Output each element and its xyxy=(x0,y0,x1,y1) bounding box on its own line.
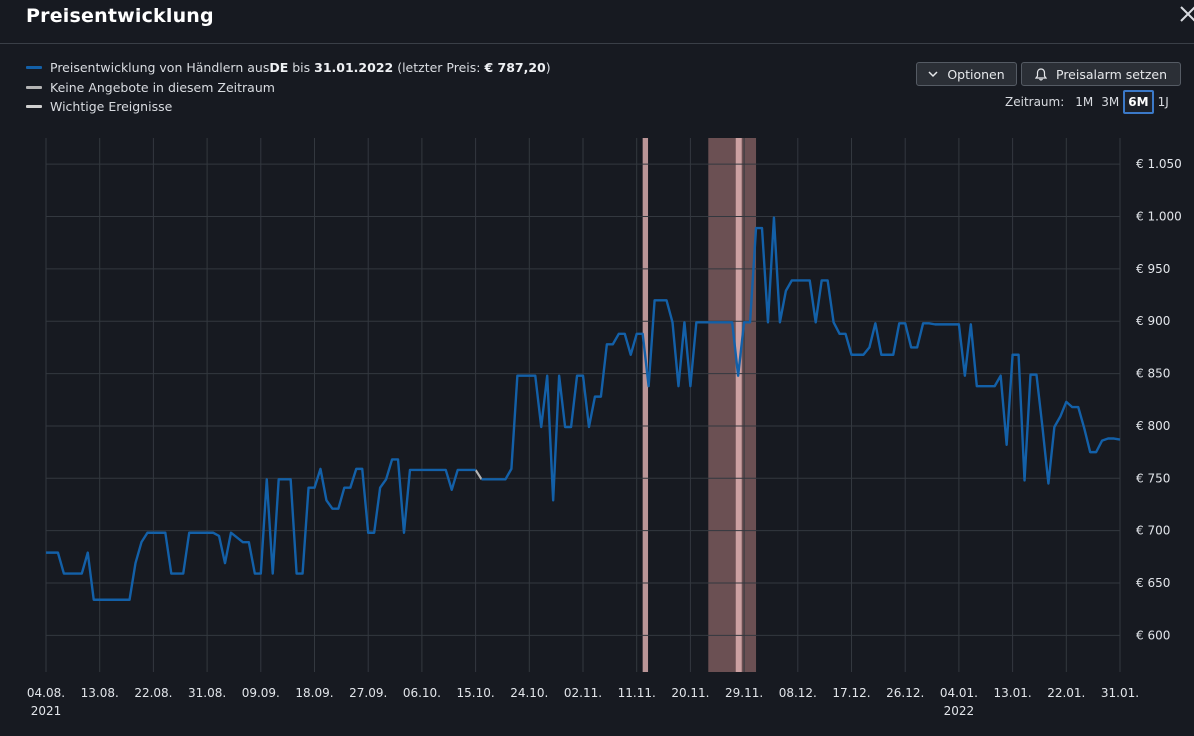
timerange-label: Zeitraum: xyxy=(1005,95,1065,109)
y-tick-label: € 650 xyxy=(1136,576,1170,590)
x-tick-label: 13.01. xyxy=(994,686,1032,700)
price-series-line xyxy=(46,458,476,601)
legend-swatch-price xyxy=(26,66,42,70)
price-series-line xyxy=(481,216,1121,502)
x-tick-label: 04.01. xyxy=(940,686,978,700)
event-band xyxy=(642,138,649,672)
legend-swatch-no-offers xyxy=(26,85,42,89)
x-year-label: 2021 xyxy=(31,704,62,718)
event-band xyxy=(708,138,757,672)
x-tick-label: 04.08. xyxy=(27,686,65,700)
chevron-down-icon xyxy=(928,70,938,78)
x-tick-label: 15.10. xyxy=(457,686,495,700)
range-option-3m[interactable]: 3M xyxy=(1101,95,1120,109)
x-tick-label: 22.08. xyxy=(134,686,172,700)
x-tick-label: 06.10. xyxy=(403,686,441,700)
y-tick-label: € 850 xyxy=(1136,367,1170,381)
legend-text-mid: bis xyxy=(288,60,315,76)
y-tick-label: € 950 xyxy=(1136,262,1170,276)
legend-item-no-offers: Keine Angebote in diesem Zeitraum xyxy=(26,78,551,98)
price-alarm-button-label: Preisalarm setzen xyxy=(1056,66,1167,82)
options-button-label: Optionen xyxy=(947,66,1005,82)
legend-swatch-events xyxy=(26,105,42,109)
legend-no-offers-label: Keine Angebote in diesem Zeitraum xyxy=(50,79,275,95)
x-tick-label: 08.12. xyxy=(779,686,817,700)
range-option-1y[interactable]: 1J xyxy=(1157,95,1169,109)
event-bands xyxy=(642,138,757,672)
legend-text-pre: Preisentwicklung von Händlern aus xyxy=(50,60,270,76)
x-tick-label: 09.09. xyxy=(242,686,280,700)
y-axis: € 600 € 650 € 700 € 750 € 800 € 850 € 900 € 950… xyxy=(1136,157,1182,642)
close-icon[interactable] xyxy=(1179,4,1194,28)
y-tick-label: € 700 xyxy=(1136,524,1170,538)
legend-item-price: Preisentwicklung von Händlern aus DE bis… xyxy=(26,58,551,78)
timerange-selector: Zeitraum: 1M 3M 6M 1J xyxy=(1005,90,1173,114)
x-tick-label: 18.09. xyxy=(295,686,333,700)
legend-country: DE xyxy=(269,60,289,76)
x-tick-label: 31.08. xyxy=(188,686,226,700)
legend-last-price: € 787,20 xyxy=(484,60,546,76)
legend-text-post: (letzter Preis: xyxy=(393,60,485,76)
y-tick-label: € 1.000 xyxy=(1136,210,1182,224)
x-tick-label: 22.01. xyxy=(1047,686,1085,700)
y-tick-label: € 600 xyxy=(1136,628,1170,642)
x-tick-label: 17.12. xyxy=(832,686,870,700)
x-year-label: 2022 xyxy=(944,704,975,718)
no-offer-segment xyxy=(474,469,483,480)
x-tick-label: 13.08. xyxy=(81,686,119,700)
price-chart: € 600 € 650 € 700 € 750 € 800 € 850 € 900 € 950… xyxy=(27,138,1182,718)
y-tick-label: € 900 xyxy=(1136,314,1170,328)
legend-events-label: Wichtige Ereignisse xyxy=(50,99,173,115)
x-tick-label: 24.10. xyxy=(510,686,548,700)
y-tick-label: € 750 xyxy=(1136,471,1170,485)
range-option-6m[interactable]: 6M xyxy=(1123,90,1154,114)
range-option-1m[interactable]: 1M xyxy=(1075,95,1094,109)
legend-date: 31.01.2022 xyxy=(314,60,394,76)
chart-legend: Preisentwicklung von Händlern aus DE bis… xyxy=(26,58,551,117)
x-tick-label: 20.11. xyxy=(671,686,709,700)
y-tick-label: € 800 xyxy=(1136,419,1170,433)
dialog-header: Preisentwicklung xyxy=(0,0,1194,44)
chart-grid xyxy=(45,138,1121,672)
bell-icon xyxy=(1035,67,1047,81)
dialog-title: Preisentwicklung xyxy=(26,5,214,27)
x-axis: 04.08. 13.08. 22.08. 31.08. 09.09. 18.09. 27.0… xyxy=(27,686,1139,718)
options-button[interactable]: Optionen xyxy=(916,62,1017,86)
x-tick-label: 27.09. xyxy=(349,686,387,700)
price-lines xyxy=(46,216,1121,601)
x-tick-label: 29.11. xyxy=(725,686,763,700)
x-tick-label: 26.12. xyxy=(886,686,924,700)
price-alarm-button[interactable]: Preisalarm setzen xyxy=(1021,62,1181,86)
legend-text-end: ) xyxy=(545,60,551,76)
y-tick-label: € 1.050 xyxy=(1136,157,1182,171)
event-band xyxy=(735,138,742,672)
x-tick-label: 31.01. xyxy=(1101,686,1139,700)
x-tick-label: 11.11. xyxy=(618,686,656,700)
legend-item-events: Wichtige Ereignisse xyxy=(26,97,551,117)
x-tick-label: 02.11. xyxy=(564,686,602,700)
